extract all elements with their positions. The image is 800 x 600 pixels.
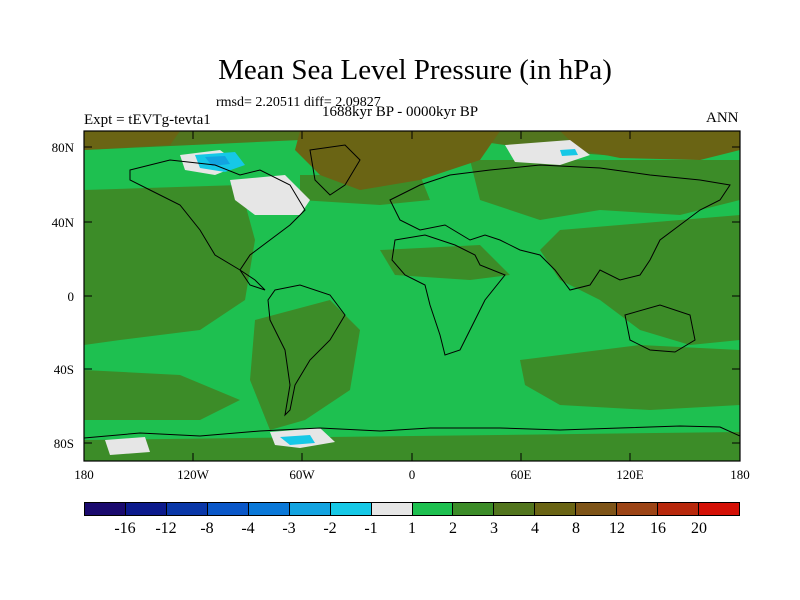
- field-bin-m3-m2: [280, 435, 315, 445]
- lon-label: 120E: [616, 467, 644, 482]
- colorbar-label: 2: [449, 520, 457, 537]
- colorbar-swatch: [699, 503, 739, 515]
- colorbar-swatch: [617, 503, 659, 515]
- field-bin-m1-1: [505, 140, 590, 165]
- field-bin-m1-1: [105, 437, 150, 455]
- field-bin-2-3: [84, 185, 255, 345]
- colorbar-swatch: [535, 503, 577, 515]
- lon-label: 60E: [510, 467, 532, 482]
- field-bin-2-3: [250, 300, 360, 430]
- colorbar-swatch: [125, 503, 167, 515]
- season-label: ANN: [706, 110, 739, 126]
- colorbar-label: 16: [650, 520, 666, 537]
- coastline-north-america: [129, 159, 306, 291]
- colorbar-swatch: [248, 503, 290, 515]
- colorbar-label: -16: [114, 520, 136, 537]
- field-bin-2-3: [84, 370, 240, 420]
- lon-label: 180: [730, 467, 750, 482]
- colorbar-label: 12: [609, 520, 625, 537]
- coastline-greenland: [309, 144, 361, 196]
- coastline-south-america: [267, 284, 346, 417]
- coastline-europe-asia: [389, 164, 731, 291]
- lat-label: 80S: [53, 436, 74, 451]
- field-bin-2-3: [380, 245, 510, 280]
- map-title: Mean Sea Level Pressure (in hPa): [218, 54, 612, 86]
- field-bin-2-3: [84, 432, 740, 461]
- lon-label: 0: [408, 467, 416, 482]
- colorbar-label: -3: [282, 520, 296, 537]
- colorbar-swatch: [453, 503, 495, 515]
- stats-text: rmsd= 2.20511 diff= 2.09827: [216, 95, 381, 110]
- field-bin-2-3: [520, 345, 740, 410]
- colorbar-label: 8: [572, 520, 580, 537]
- colorbar-label: 1: [408, 520, 416, 537]
- colorbar-label: -1: [364, 520, 378, 537]
- lat-label: 40S: [53, 362, 74, 377]
- colorbar-swatch: [371, 503, 413, 515]
- coastline-antarctica: [84, 425, 740, 439]
- colorbar-swatch: [494, 503, 536, 515]
- field-bin-4-8: [560, 131, 740, 160]
- period-text: 1688kyr BP - 0000kyr BP: [322, 104, 479, 120]
- colorbar-swatch: [207, 503, 249, 515]
- field-bin-m3-m2: [560, 149, 578, 156]
- lon-label: 120W: [177, 467, 209, 482]
- colorbar-swatch: [289, 503, 331, 515]
- colorbar: [84, 502, 740, 516]
- lon-label: 180: [74, 467, 94, 482]
- colorbar-swatch: [166, 503, 208, 515]
- lat-label: 0: [67, 289, 75, 304]
- colorbar-swatch: [658, 503, 700, 515]
- field-bin-4-8: [84, 131, 180, 150]
- colorbar-swatch: [330, 503, 372, 515]
- colorbar-label: -4: [241, 520, 255, 537]
- colorbar-label: -12: [155, 520, 177, 537]
- lat-label: 40N: [51, 215, 74, 230]
- experiment-label: Expt = tEVTg-tevta1: [84, 112, 211, 128]
- coastline-africa: [391, 234, 506, 356]
- colorbar-label: 3: [490, 520, 498, 537]
- field-bin-2-3: [470, 160, 740, 220]
- axis-ticks: [83, 131, 741, 461]
- coastlines: [84, 144, 740, 439]
- colorbar-swatch: [576, 503, 618, 515]
- colorbar-swatch: [85, 503, 126, 515]
- coastline-australia: [624, 304, 696, 353]
- lon-label: 60W: [289, 467, 315, 482]
- colorbar-label: 20: [691, 520, 707, 537]
- field-bin-2-3: [540, 215, 740, 345]
- colorbar-label: -2: [323, 520, 337, 537]
- lat-label: 80N: [51, 140, 74, 155]
- colorbar-label: 4: [531, 520, 539, 537]
- colorbar-swatch: [412, 503, 454, 515]
- colorbar-label: -8: [200, 520, 214, 537]
- field-bin-m4-m3: [205, 156, 230, 166]
- contour-field: [84, 131, 740, 461]
